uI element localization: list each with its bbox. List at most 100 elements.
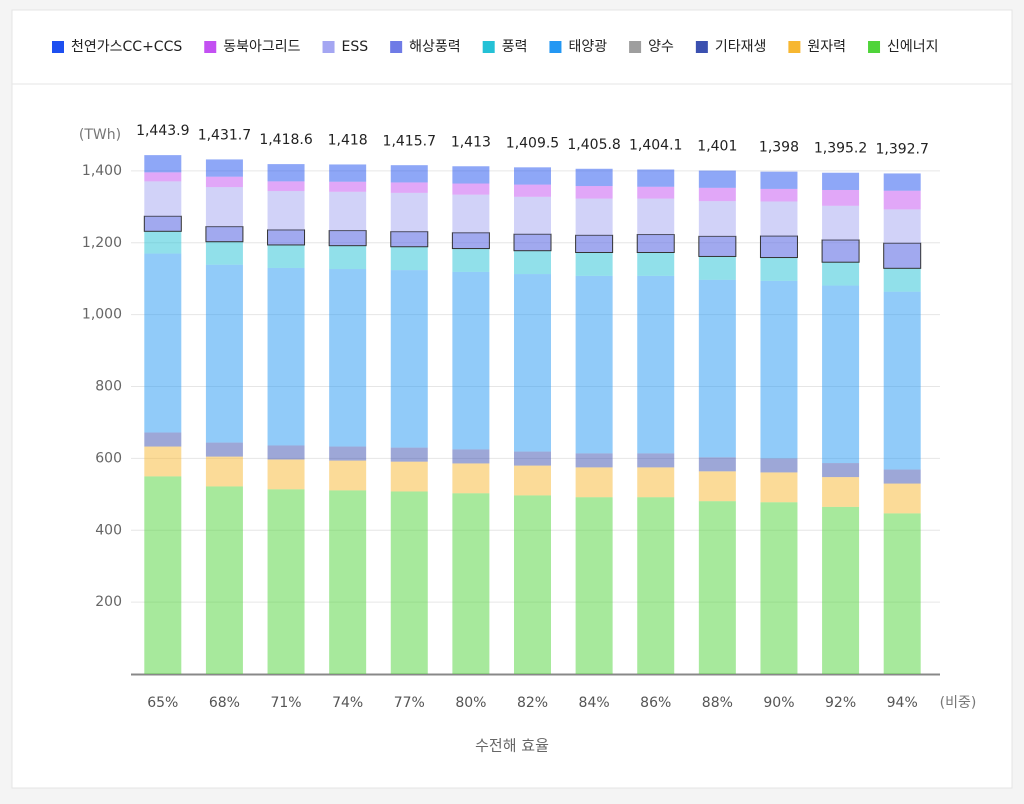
bar-segment bbox=[452, 271, 490, 450]
bar-segment bbox=[267, 191, 305, 230]
bar-segment bbox=[514, 274, 551, 452]
bar-segment bbox=[637, 252, 675, 276]
bar-segment bbox=[698, 256, 736, 280]
bar-segment bbox=[514, 167, 551, 185]
y-tick-label: 1,200 bbox=[82, 235, 122, 251]
legend-swatch bbox=[390, 41, 403, 53]
bar-segment bbox=[575, 168, 613, 187]
bar-segment bbox=[575, 252, 613, 276]
bar-segment bbox=[637, 198, 675, 235]
bar-segment bbox=[514, 495, 551, 674]
bar-segment bbox=[452, 449, 490, 464]
bar-segment bbox=[698, 170, 736, 188]
bar-segment bbox=[883, 268, 921, 292]
legend-swatch bbox=[549, 41, 562, 53]
y-unit: (TWh) bbox=[79, 127, 121, 143]
bar-segment bbox=[514, 184, 551, 197]
bar-segment bbox=[637, 275, 675, 454]
total-label: 1,415.7 bbox=[383, 133, 436, 149]
bar-segment bbox=[760, 201, 798, 236]
legend-swatch bbox=[868, 41, 881, 53]
bar-segment bbox=[267, 244, 305, 268]
bar-segment bbox=[329, 446, 367, 461]
bar-segment bbox=[390, 270, 428, 448]
bar-segment bbox=[883, 513, 921, 674]
bar-segment bbox=[698, 201, 736, 237]
bar-segment bbox=[267, 164, 305, 182]
bar-segment bbox=[575, 453, 613, 468]
bar-segment bbox=[144, 476, 182, 674]
bar-segment bbox=[205, 486, 243, 674]
bar-segment bbox=[205, 442, 243, 457]
bar-segment bbox=[637, 453, 675, 468]
bar-segment bbox=[637, 186, 675, 199]
x-tick-label: 80% bbox=[455, 695, 486, 711]
x-tick-label: 92% bbox=[825, 695, 856, 711]
bar-segment bbox=[822, 477, 860, 507]
bar-segment-boxed bbox=[883, 242, 922, 269]
bar-segment bbox=[698, 187, 736, 202]
bar-segment bbox=[452, 248, 490, 272]
bar-segment bbox=[452, 166, 490, 184]
bar-segment bbox=[329, 490, 367, 674]
legend-label: 해상풍력 bbox=[409, 39, 461, 55]
total-label: 1,398 bbox=[759, 140, 799, 156]
bar-segment-boxed bbox=[575, 234, 614, 254]
bar-segment bbox=[390, 165, 428, 183]
x-tick-label: 71% bbox=[270, 695, 301, 711]
y-tick-label: 1,400 bbox=[82, 163, 122, 179]
bar-segment-boxed bbox=[143, 215, 182, 232]
bar-segment bbox=[329, 181, 367, 192]
bar-segment bbox=[822, 172, 860, 190]
x-tick-label: 82% bbox=[517, 695, 548, 711]
bar-segment bbox=[883, 483, 921, 514]
bar-segment bbox=[575, 275, 613, 454]
bar-segment bbox=[452, 463, 490, 494]
bar-segment bbox=[514, 196, 551, 235]
legend-swatch bbox=[52, 41, 64, 53]
bar-segment bbox=[637, 467, 675, 498]
total-label: 1,413 bbox=[451, 134, 491, 150]
bar-segment bbox=[329, 269, 367, 447]
bar-segment bbox=[390, 182, 428, 193]
bar-segment bbox=[698, 279, 736, 458]
bar-segment bbox=[514, 250, 551, 275]
bar-segment bbox=[514, 451, 551, 466]
bar-segment bbox=[698, 457, 736, 472]
total-label: 1,392.7 bbox=[875, 142, 928, 158]
legend-swatch bbox=[788, 41, 801, 53]
legend-label: 기타재생 bbox=[715, 39, 767, 55]
bar-segment-boxed bbox=[821, 239, 860, 263]
bar-segment bbox=[144, 231, 182, 254]
bar-segment bbox=[760, 257, 798, 281]
bar-segment bbox=[575, 467, 613, 498]
bar-segment bbox=[329, 460, 367, 491]
bar-segment bbox=[267, 181, 305, 192]
bar-segment-boxed bbox=[636, 234, 675, 254]
y-tick-label: 800 bbox=[95, 379, 122, 395]
bar-segment bbox=[575, 198, 613, 236]
bar-segment bbox=[883, 291, 921, 470]
y-tick-label: 600 bbox=[95, 450, 122, 466]
bar-segment bbox=[760, 188, 798, 202]
bar-segment bbox=[267, 489, 305, 674]
y-tick-label: 1,000 bbox=[82, 307, 122, 323]
bar-segment-boxed bbox=[451, 232, 490, 250]
total-label: 1,443.9 bbox=[136, 123, 189, 139]
bar-segment bbox=[883, 469, 921, 484]
bar-segment bbox=[822, 506, 860, 674]
legend-label: 양수 bbox=[648, 39, 674, 55]
bar-segment bbox=[329, 191, 367, 231]
bar-segment bbox=[205, 264, 243, 443]
bar-segment bbox=[390, 246, 428, 271]
legend-label: 천연가스CC+CCS bbox=[71, 39, 182, 55]
total-label: 1,401 bbox=[697, 139, 737, 155]
bar-segment-boxed bbox=[267, 229, 306, 246]
total-label: 1,431.7 bbox=[198, 128, 251, 144]
bar-segment bbox=[144, 432, 182, 447]
bar-segment bbox=[144, 172, 182, 182]
y-tick-label: 200 bbox=[95, 594, 122, 610]
bar-segment bbox=[822, 285, 860, 464]
bar-segment bbox=[760, 280, 798, 459]
bar-segment bbox=[390, 447, 428, 462]
